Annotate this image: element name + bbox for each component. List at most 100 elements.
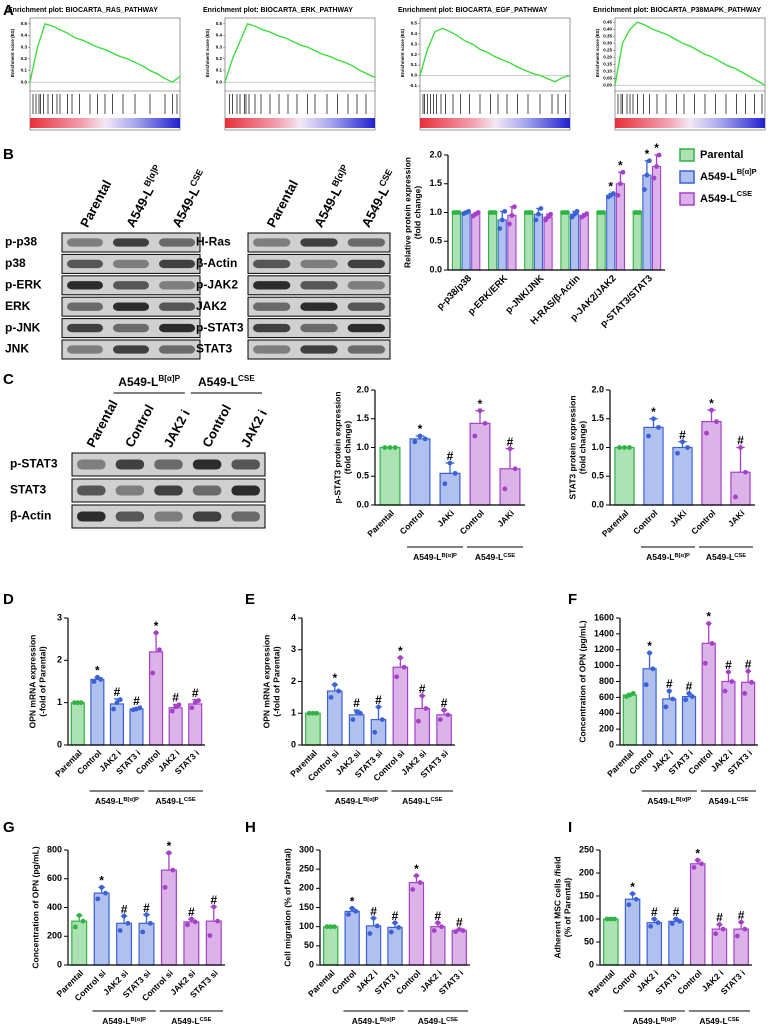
data-point [533, 217, 539, 223]
significance-mark: # [172, 691, 179, 705]
y-tick-label: 0.5 [429, 236, 442, 246]
blot-lane-label: A549-LB[α]P [122, 163, 169, 230]
data-point [651, 416, 656, 422]
data-point [396, 925, 402, 930]
group-label-main: A549-L [95, 796, 123, 806]
data-point [376, 704, 381, 710]
bar [471, 213, 481, 271]
data-point [331, 924, 337, 930]
data-point [207, 933, 213, 938]
y-tick-label: 0.2 [411, 52, 418, 57]
y-tick-label: 2.0 [356, 384, 369, 394]
blot-band [115, 485, 145, 496]
panel-letter: I [568, 819, 572, 836]
data-point [121, 913, 127, 919]
data-point [627, 445, 632, 450]
blot-lane-label: A549-LB[α]P [310, 163, 357, 230]
bar [689, 863, 706, 966]
y-tick-label: 0.4 [411, 31, 418, 36]
blot-lane-label: JAK2 i [238, 407, 270, 450]
data-point [157, 647, 162, 653]
group-label: A549-LCSE [699, 1016, 739, 1026]
data-point [655, 920, 661, 926]
bar [632, 211, 642, 271]
data-point [456, 926, 462, 932]
data-point [371, 915, 376, 921]
data-point [699, 861, 704, 867]
y-tick-label: 0.45 [603, 19, 612, 24]
data-point [675, 450, 680, 456]
data-point [670, 696, 676, 702]
data-point [644, 172, 650, 178]
bar [461, 211, 471, 271]
significance-mark: * [414, 862, 419, 876]
bar [642, 668, 657, 746]
data-point [677, 918, 683, 924]
group-label: A549-LCSE [198, 374, 255, 390]
blot-band [113, 281, 149, 290]
group-label-sup: B[α]P [158, 374, 180, 383]
data-point [656, 152, 662, 158]
significance-mark: * [95, 663, 100, 677]
data-point [695, 857, 701, 863]
significance-mark: # [114, 685, 121, 699]
blot-row-label: p-p38 [5, 235, 37, 249]
data-point [374, 923, 380, 929]
blot-band [347, 238, 385, 247]
plot-frame [419, 17, 571, 131]
data-point [169, 708, 175, 714]
group-label-sup: B[α]P [123, 797, 139, 803]
data-point [357, 710, 363, 716]
group-label-sup: B[α]P [661, 1017, 677, 1023]
group-label: A549-LCSE [418, 1016, 458, 1026]
es-curve [614, 21, 766, 86]
significance-mark: * [350, 894, 355, 908]
blot-lane-label-sup: CSE [188, 168, 205, 189]
y-tick-label: 0.0 [411, 73, 418, 78]
significance-mark: # [651, 905, 658, 919]
blot-lane-label-main: A549-L [123, 185, 157, 230]
legend-swatch [679, 170, 695, 184]
significance-mark: # [375, 693, 382, 707]
data-point [215, 918, 221, 924]
y-tick-label: 250 [579, 844, 594, 854]
x-tick-label: Parental [600, 508, 631, 539]
data-point [714, 419, 719, 425]
y-tick-label: 0.0 [356, 499, 369, 509]
blot-band [300, 302, 338, 311]
significance-mark: # [725, 658, 732, 672]
blot-band [113, 323, 149, 333]
data-point [686, 691, 692, 696]
bar [603, 918, 619, 966]
y-tick-label: 0.0 [429, 264, 442, 274]
y-axis-label: (-fold of Parental) [37, 646, 47, 717]
bar [451, 211, 462, 271]
x-tick-label: JAKi [726, 508, 747, 529]
blot-band [113, 259, 149, 269]
data-point [117, 928, 123, 933]
y-tick-label: 250 [299, 864, 314, 874]
data-point [733, 494, 738, 500]
bar [533, 213, 544, 271]
y-tick-label: 0.2 [21, 56, 28, 61]
bar [451, 929, 467, 966]
y-axis-label: Enrichment score (ES) [10, 28, 15, 77]
y-tick-label: 0 [589, 959, 594, 969]
legend-label: Parental [700, 149, 743, 161]
data-point [349, 905, 355, 911]
data-point [72, 700, 77, 706]
data-point [435, 920, 441, 926]
y-tick-label: 0.5 [216, 21, 223, 26]
data-point [422, 436, 428, 442]
data-point [745, 668, 751, 674]
panel-letter: D [3, 591, 14, 608]
significance-mark: # [716, 911, 723, 925]
data-point [328, 694, 334, 700]
x-tick-label: Parental [306, 968, 337, 999]
data-point [666, 688, 672, 694]
blot-band [77, 459, 106, 470]
blot-lane-label: Control [200, 402, 235, 450]
data-point [466, 208, 471, 214]
group-label: A549-LB[α]P [632, 1016, 676, 1026]
y-tick-label: 50 [584, 936, 594, 946]
